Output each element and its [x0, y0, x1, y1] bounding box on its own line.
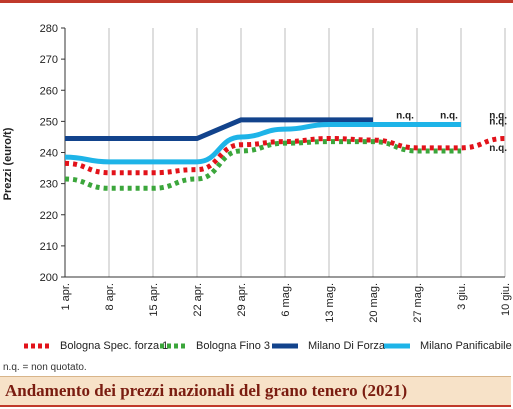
- x-tick-label: 3 giu.: [456, 283, 468, 310]
- legend: Bologna Spec. forza 1 Bologna Fino 3 Mil…: [10, 340, 512, 358]
- x-tick-label: 8 apr.: [104, 283, 116, 311]
- legend-swatch-green-dotted: [160, 343, 186, 349]
- nq-annotation: n.q.: [489, 117, 507, 128]
- x-tick-label: 10 giu.: [500, 283, 512, 316]
- x-tick-label: 22 apr.: [192, 283, 204, 317]
- series-line-milano-panificabile: [64, 121, 461, 165]
- series-line-milano-di-forza: [65, 117, 373, 141]
- legend-item-bologna-fino-3: Bologna Fino 3: [158, 340, 270, 352]
- x-tick-label: 1 apr.: [60, 283, 72, 311]
- legend-item-milano-panificabile: Milano Panificabile: [382, 340, 512, 352]
- y-tick-label: 280: [40, 23, 58, 35]
- y-tick-label: 240: [40, 148, 58, 160]
- legend-swatch-cyan-solid: [384, 343, 410, 349]
- line-chart: 1 apr. 8 apr. 15 apr. 22 apr. 29 apr. 6 mag. 1…: [2, 23, 512, 323]
- y-tick-label: 250: [40, 116, 58, 128]
- series-line-bologna-fino-3: [64, 139, 461, 191]
- legend-label: Bologna Fino 3: [196, 340, 270, 352]
- series-line-bologna-spec-forza-1: [64, 135, 506, 176]
- y-tick-label: 200: [40, 272, 58, 284]
- legend-label: Milano Panificabile: [420, 340, 512, 352]
- y-axis-label: Prezzi (euro/t): [2, 127, 14, 200]
- x-tick-label: 15 apr.: [148, 283, 160, 317]
- legend-swatch-navy-solid: [272, 343, 298, 349]
- chart-title-bar: Andamento dei prezzi nazionali del grano…: [0, 376, 511, 407]
- top-rule: [0, 0, 513, 3]
- x-tick-label: 20 mag.: [368, 283, 380, 323]
- legend-item-milano-di-forza: Milano Di Forza: [270, 340, 385, 352]
- x-tick-label: 29 apr.: [236, 283, 248, 317]
- nq-annotation: n.q.: [489, 110, 507, 121]
- legend-swatch-red-dotted: [24, 343, 50, 349]
- nq-annotation: n.q.: [489, 143, 507, 154]
- x-tick-label: 13 mag.: [324, 283, 336, 323]
- nq-annotation: n.q.: [440, 110, 458, 121]
- nq-annotation: n.q.: [396, 110, 414, 121]
- y-tick-label: 270: [40, 54, 58, 66]
- y-tick-label: 210: [40, 241, 58, 253]
- y-tick-label: 230: [40, 179, 58, 191]
- x-tick-label: 6 mag.: [280, 283, 292, 317]
- y-tick-label: 220: [40, 210, 58, 222]
- chart-title: Andamento dei prezzi nazionali del grano…: [5, 381, 408, 400]
- legend-item-bologna-spec-forza-1: Bologna Spec. forza 1: [22, 340, 168, 352]
- footnote: n.q. = non quotato.: [3, 362, 87, 373]
- legend-label: Milano Di Forza: [308, 340, 386, 352]
- y-tick-label: 260: [40, 85, 58, 97]
- legend-label: Bologna Spec. forza 1: [60, 340, 169, 352]
- x-tick-label: 27 mag.: [412, 283, 424, 323]
